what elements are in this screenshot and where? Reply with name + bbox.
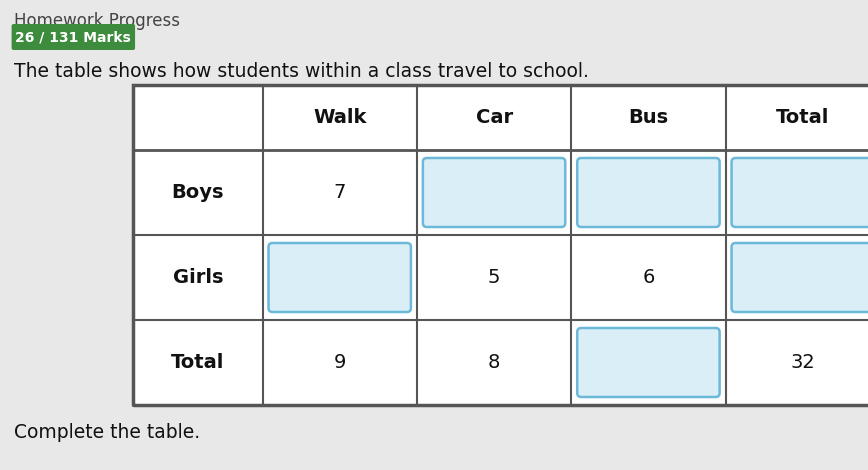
Text: Bus: Bus: [628, 108, 668, 127]
Text: The table shows how students within a class travel to school.: The table shows how students within a cl…: [14, 62, 589, 81]
Bar: [133, 85, 868, 405]
Text: Boys: Boys: [172, 183, 224, 202]
Text: Girls: Girls: [173, 268, 223, 287]
FancyBboxPatch shape: [732, 243, 868, 312]
Text: 26 / 131 Marks: 26 / 131 Marks: [16, 30, 131, 44]
FancyBboxPatch shape: [577, 328, 720, 397]
Text: 8: 8: [488, 353, 500, 372]
Text: Complete the table.: Complete the table.: [14, 423, 200, 442]
FancyBboxPatch shape: [423, 158, 565, 227]
Text: Car: Car: [476, 108, 513, 127]
FancyBboxPatch shape: [732, 158, 868, 227]
Text: 7: 7: [333, 183, 346, 202]
FancyBboxPatch shape: [268, 243, 411, 312]
Text: Total: Total: [171, 353, 225, 372]
Text: 32: 32: [791, 353, 815, 372]
FancyBboxPatch shape: [577, 158, 720, 227]
FancyBboxPatch shape: [11, 24, 135, 50]
Text: Homework Progress: Homework Progress: [14, 12, 180, 30]
Text: Total: Total: [776, 108, 830, 127]
Text: 6: 6: [642, 268, 654, 287]
Text: Walk: Walk: [313, 108, 366, 127]
Text: 9: 9: [333, 353, 346, 372]
Bar: [133, 85, 868, 405]
Text: 5: 5: [488, 268, 500, 287]
